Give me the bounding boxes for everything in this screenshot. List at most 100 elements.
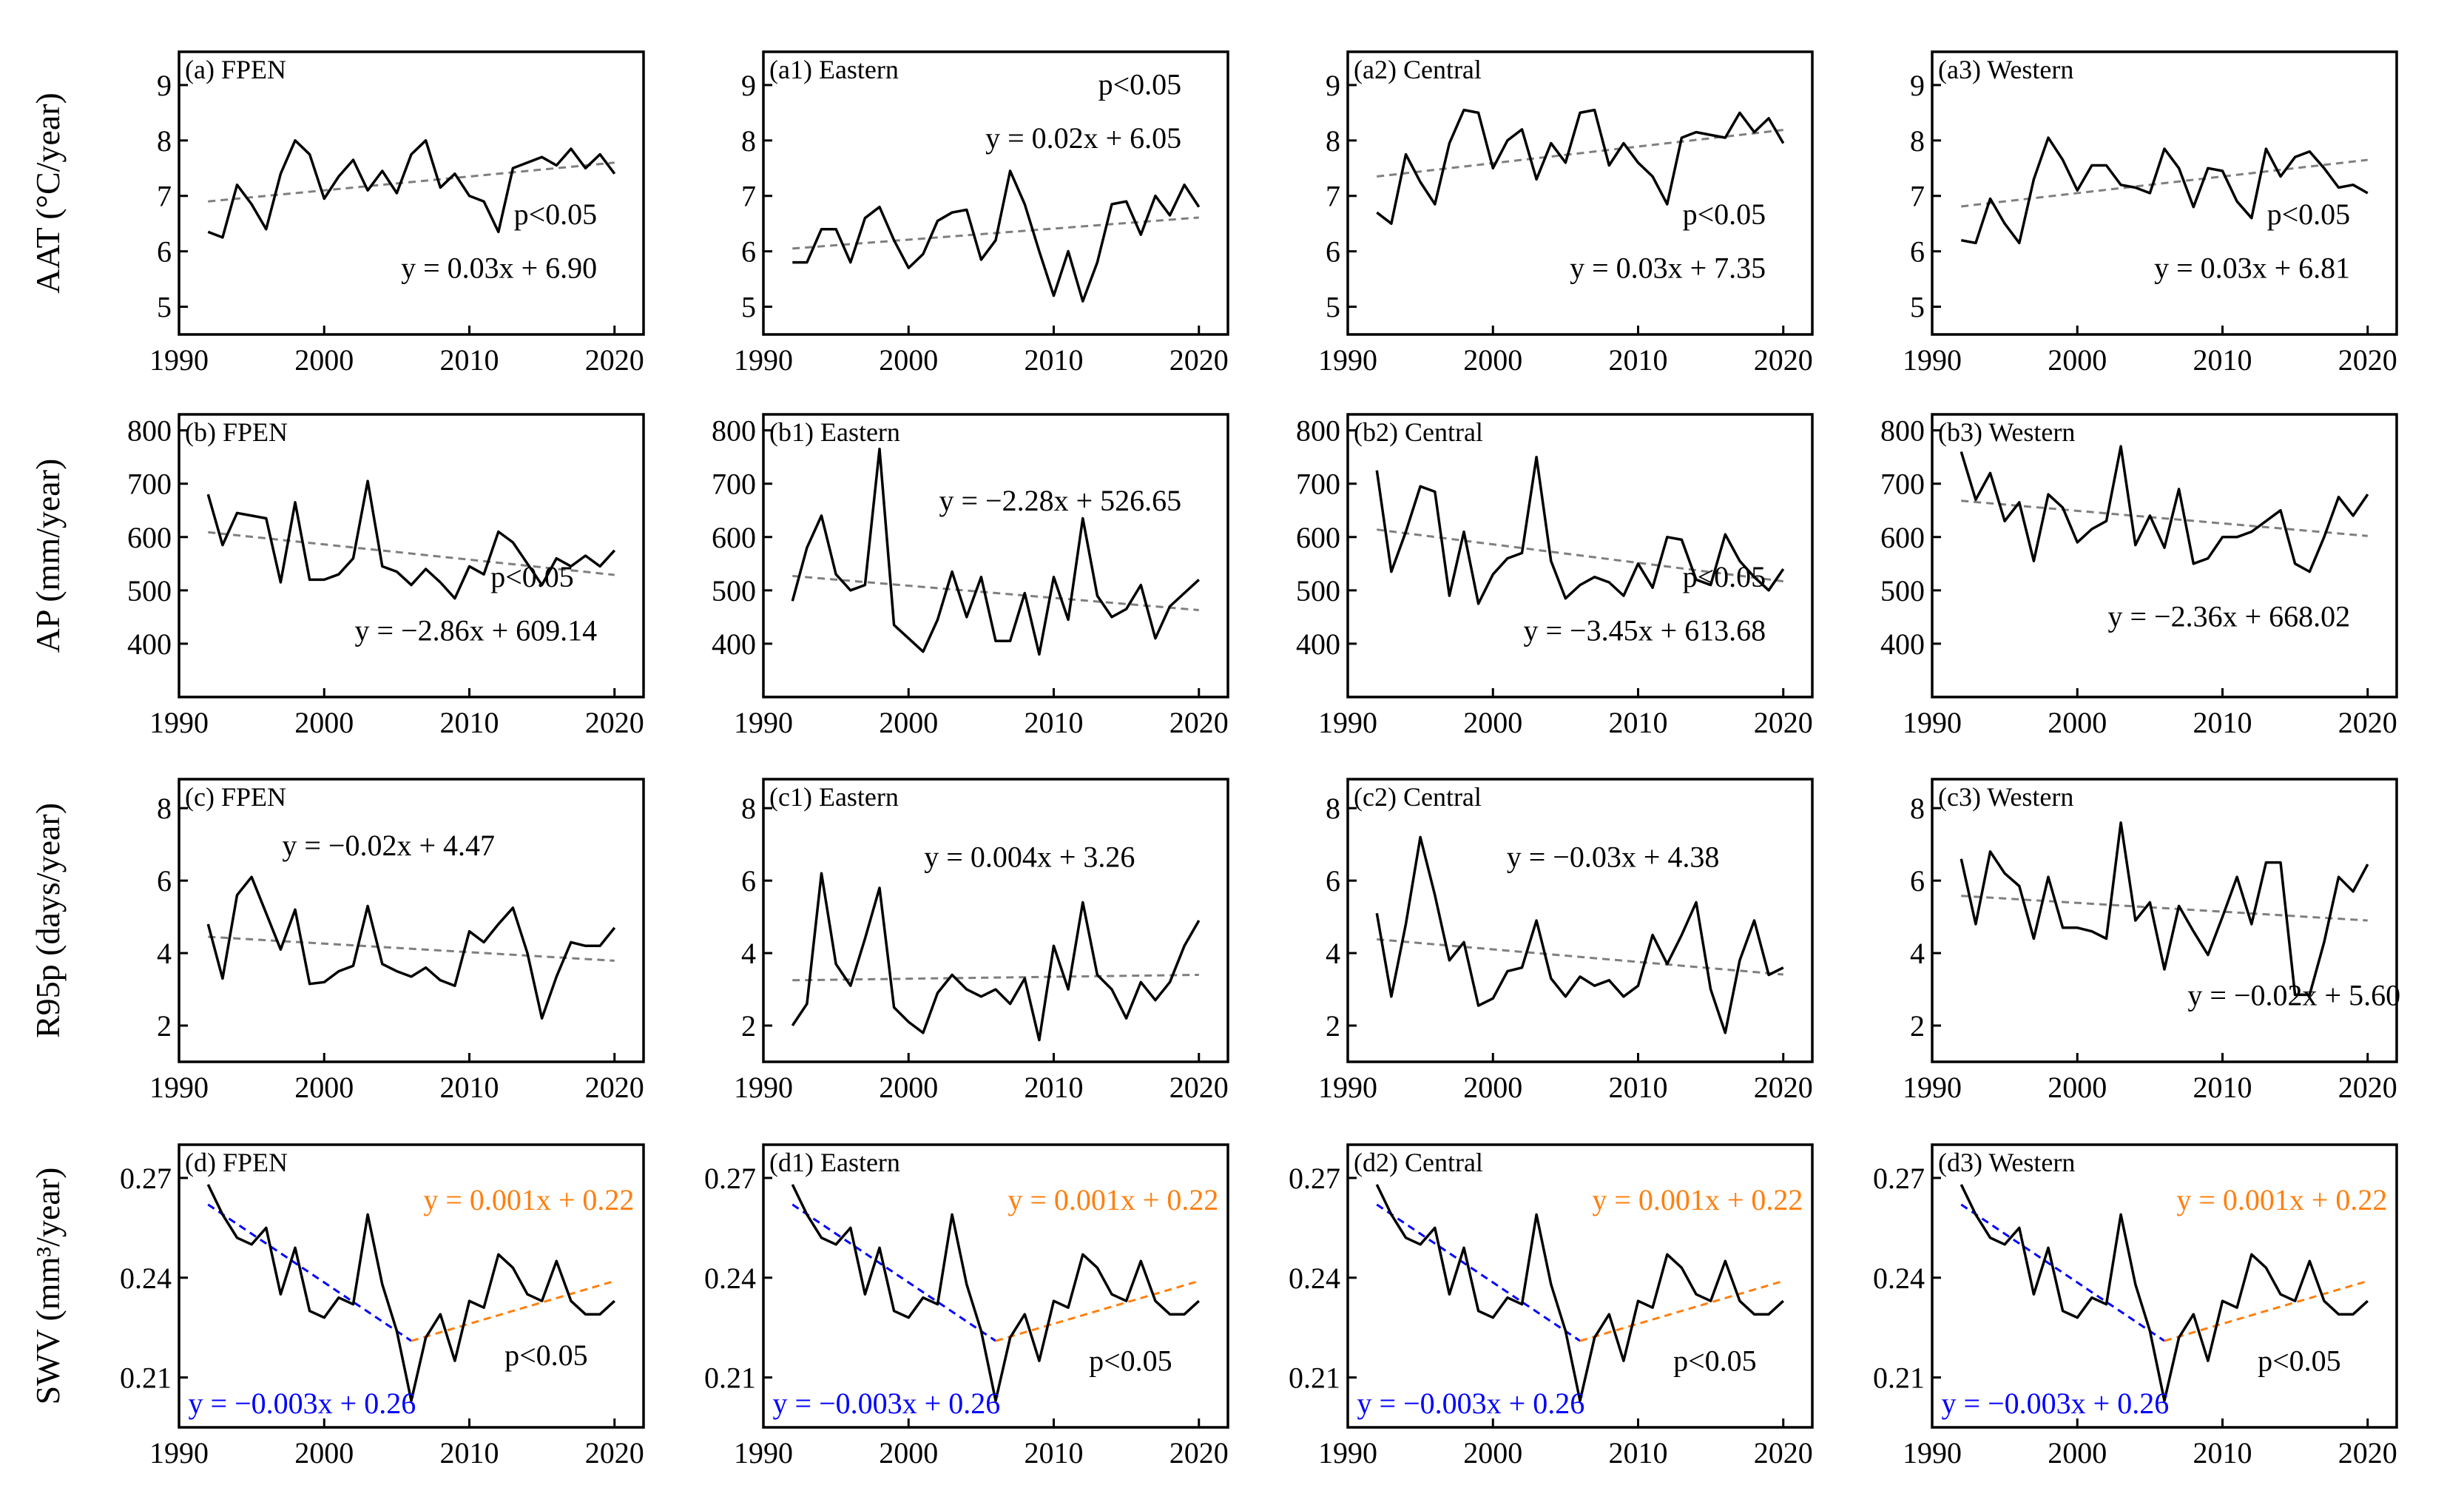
- trend-line: [1377, 938, 1783, 976]
- trend-line: [2164, 1279, 2369, 1342]
- panel-1-1: 1990 2000 2010 2020 400 500 600 700 800 (b1) East…: [712, 413, 1229, 739]
- x-tick-label: 2000: [879, 706, 938, 739]
- y-tick-label: 400: [1880, 627, 1925, 661]
- y-tick-label: 400: [127, 627, 172, 661]
- panel-frame: [1346, 50, 1814, 336]
- x-tick-label: 2000: [294, 1436, 354, 1470]
- annotation: y = −2.28x + 526.65: [939, 484, 1182, 517]
- y-tick-label: 0.27: [1873, 1162, 1925, 1195]
- series-line: [1375, 455, 1785, 605]
- trend-line: [208, 161, 615, 203]
- x-tick-label: 2020: [1169, 706, 1229, 739]
- x-tick-label: 2020: [1754, 1071, 1813, 1104]
- y-tick-label: 700: [712, 468, 756, 501]
- annotation: y = 0.001x + 0.22: [1007, 1183, 1218, 1216]
- y-tick-label: 8: [741, 792, 756, 825]
- panel-2-2: 1990 2000 2010 2020 2 4 6 8 (c2) Central y = −0.0…: [1318, 778, 1814, 1104]
- y-tick-label: 8: [157, 124, 172, 158]
- x-tick-label: 2000: [1463, 343, 1522, 377]
- y-axis-label: AP (mm/year): [29, 459, 67, 653]
- x-tick-label: 1990: [734, 343, 793, 377]
- x-tick-label: 1990: [1903, 1071, 1962, 1104]
- panel-title: (d2) Central: [1354, 1148, 1483, 1177]
- panel-title: (b1) Eastern: [769, 417, 900, 447]
- x-tick-label: 1990: [149, 1436, 209, 1470]
- x-tick-label: 2000: [1463, 706, 1522, 739]
- y-tick-label: 0.24: [1289, 1262, 1340, 1295]
- y-tick-label: 2: [1910, 1009, 1925, 1043]
- x-tick-label: 2020: [2338, 343, 2397, 377]
- x-tick-label: 2010: [2193, 343, 2252, 377]
- panel-frame: [178, 413, 645, 699]
- annotation: y = 0.001x + 0.22: [1592, 1183, 1803, 1216]
- x-tick-label: 2010: [2193, 1436, 2252, 1470]
- y-tick-label: 6: [1326, 864, 1340, 898]
- series-line: [1960, 1184, 2369, 1402]
- trend-line: [1960, 1203, 2165, 1342]
- annotation: y = 0.02x + 6.05: [985, 121, 1181, 155]
- y-tick-label: 4: [157, 937, 172, 970]
- y-tick-label: 0.21: [120, 1361, 172, 1395]
- panel-title: (d) FPEN: [185, 1148, 288, 1177]
- x-tick-label: 2020: [2338, 1071, 2397, 1104]
- y-tick-label: 2: [741, 1009, 756, 1043]
- panel-title: (a3) Western: [1938, 55, 2073, 84]
- series-line: [1376, 108, 1785, 225]
- x-tick-label: 1990: [1903, 706, 1962, 739]
- y-tick-label: 0.21: [1289, 1361, 1340, 1395]
- series-line: [206, 875, 616, 1020]
- x-tick-label: 1990: [734, 1436, 793, 1470]
- x-tick-label: 2010: [440, 343, 499, 377]
- series-line: [1960, 445, 2369, 573]
- y-tick-label: 0.24: [1873, 1262, 1925, 1295]
- panel-1-2: 1990 2000 2010 2020 400 500 600 700 800 (b2) Cent…: [1296, 413, 1814, 739]
- annotation: y = −2.86x + 609.14: [355, 614, 598, 647]
- y-tick-label: 0.24: [704, 1262, 756, 1295]
- y-tick-label: 7: [157, 180, 172, 213]
- panel-0-2: 1990 2000 2010 2020 5 6 7 8 9 (a2) Central p<0.05 y…: [1318, 50, 1814, 377]
- y-tick-label: 9: [1910, 69, 1925, 102]
- x-tick-label: 1990: [734, 706, 793, 739]
- panel-frame: [762, 50, 1229, 336]
- x-tick-label: 2000: [2048, 706, 2107, 739]
- y-tick-label: 5: [1326, 291, 1340, 324]
- panel-title: (c) FPEN: [185, 782, 286, 812]
- y-tick-label: 0.27: [704, 1162, 756, 1195]
- y-tick-label: 5: [157, 291, 172, 324]
- x-tick-label: 2020: [585, 706, 644, 739]
- y-tick-label: 800: [712, 414, 756, 448]
- panel-frame: [178, 1143, 645, 1429]
- panel-frame: [1931, 50, 2398, 336]
- trend-line: [207, 1203, 412, 1342]
- y-tick-label: 500: [127, 574, 172, 607]
- x-tick-label: 2010: [2193, 1071, 2252, 1104]
- panel-title: (c3) Western: [1938, 782, 2073, 812]
- annotation: y = 0.03x + 6.81: [2154, 252, 2350, 285]
- y-tick-label: 6: [157, 235, 172, 269]
- panel-2-0: 1990 2000 2010 2020 2 4 6 8 R95p (days/year) (c) …: [29, 778, 645, 1104]
- series-line: [1960, 821, 2369, 997]
- y-tick-label: 6: [1910, 864, 1925, 898]
- y-tick-label: 700: [1880, 468, 1925, 501]
- panel-3-0: 1990 2000 2010 2020 0.21 0.24 0.27 SWV (mm³/yea…: [29, 1143, 645, 1470]
- x-tick-label: 2010: [1609, 706, 1668, 739]
- x-tick-label: 1990: [149, 706, 209, 739]
- trend-line: [792, 216, 1199, 250]
- x-tick-label: 2020: [1169, 1436, 1229, 1470]
- annotation: p<0.05: [1683, 560, 1766, 593]
- series-line: [1375, 1184, 1784, 1402]
- panel-2-3: 1990 2000 2010 2020 2 4 6 8 (c3) Western y = −0.0…: [1903, 778, 2400, 1104]
- y-tick-label: 9: [1326, 69, 1340, 102]
- trend-line: [1961, 499, 2368, 537]
- x-tick-label: 2020: [1754, 706, 1813, 739]
- panel-1-3: 1990 2000 2010 2020 400 500 600 700 800 (b3) West…: [1880, 413, 2398, 739]
- y-tick-label: 2: [1326, 1009, 1340, 1043]
- y-tick-label: 9: [157, 69, 172, 102]
- trend-line: [1376, 1203, 1581, 1342]
- x-tick-label: 2000: [2048, 1071, 2107, 1104]
- y-axis-label: SWV (mm³/year): [29, 1168, 67, 1405]
- y-tick-label: 800: [1296, 414, 1340, 448]
- x-tick-label: 1990: [149, 1071, 209, 1104]
- y-tick-label: 500: [1296, 574, 1340, 607]
- y-tick-label: 0.24: [120, 1262, 172, 1295]
